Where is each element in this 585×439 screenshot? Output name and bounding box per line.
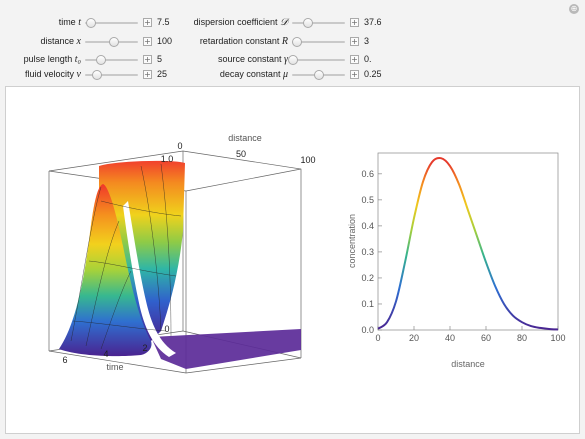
plot3d-surface-front [59, 184, 152, 357]
time-label: time [58, 17, 76, 27]
plot3d-time-tick-0: 6 [62, 355, 67, 365]
plot3d-time-tick-1: 4 [103, 349, 108, 359]
source-slider-thumb[interactable] [288, 55, 299, 65]
decay-symbol: μ [282, 69, 288, 80]
plot-panel: distance 0 50 100 1.0 0 6 4 2 time 0 20 40… [5, 86, 580, 434]
chart-y-tick-label: 0.4 [361, 221, 374, 231]
dispersion-expand-button[interactable]: + [350, 18, 359, 27]
decay-slider-thumb[interactable] [313, 70, 324, 80]
chart-x-tick-label: 40 [445, 333, 455, 343]
source-value: 0. [364, 54, 372, 64]
source-control: source constant γ + 0. [218, 53, 412, 67]
time-expand-button[interactable]: + [143, 18, 152, 27]
fluid-velocity-expand-button[interactable]: + [143, 70, 152, 79]
chart-frame [377, 152, 559, 331]
pulse-length-slider[interactable] [85, 55, 138, 65]
retardation-expand-button[interactable]: + [350, 37, 359, 46]
dispersion-slider-thumb[interactable] [302, 18, 313, 28]
chart-y-ticks: 0.0 0.1 0.2 0.3 0.4 0.5 0.6 [361, 169, 382, 335]
distance-control: distance x + 100 [41, 35, 205, 49]
plot3d-distance-tick-0: 0 [177, 141, 182, 151]
plot3d-mesh [70, 163, 182, 350]
retardation-value: 3 [364, 36, 370, 46]
retardation-label: retardation constant [199, 36, 280, 46]
decay-label: decay constant [219, 69, 281, 79]
chart-y-tick-label: 0.6 [361, 169, 374, 179]
distance-value: 100 [157, 36, 173, 46]
concentration-chart: 0 20 40 60 80 100 0.0 0.1 0.2 0.3 0.4 0.5 0.6 dista… [347, 152, 566, 369]
plot3d-distance-label: distance [228, 133, 262, 143]
fluid-velocity-control: fluid velocity v + 25 [25, 68, 205, 82]
decay-expand-button[interactable]: + [350, 70, 359, 79]
time-control: time t + 7.5 [59, 16, 205, 30]
fluid-velocity-slider-thumb[interactable] [91, 70, 102, 80]
time-symbol: t [78, 17, 81, 28]
distance-label: distance [40, 36, 75, 46]
time-slider-thumb[interactable] [86, 18, 97, 28]
pulse-length-label: pulse length [23, 54, 73, 64]
time-value: 7.5 [157, 17, 170, 27]
chart-y-tick-label: 0.2 [361, 273, 374, 283]
distance-symbol: x [76, 36, 81, 47]
dispersion-value: 37.6 [364, 17, 382, 27]
plot3d-time-tick-2: 2 [142, 343, 147, 353]
distance-slider-thumb[interactable] [109, 37, 120, 47]
pulse-length-expand-button[interactable]: + [143, 55, 152, 64]
plot3d-distance-tick-2: 100 [300, 155, 315, 165]
retardation-slider-thumb[interactable] [292, 37, 303, 47]
chart-y-tick-label: 0.5 [361, 195, 374, 205]
decay-value: 0.25 [364, 69, 382, 79]
chart-y-tick-label: 0.3 [361, 247, 374, 257]
chart-x-ticks: 0 20 40 60 80 100 [375, 326, 566, 343]
fluid-velocity-value: 25 [157, 69, 168, 79]
retardation-slider[interactable] [292, 37, 345, 47]
decay-slider[interactable] [292, 70, 345, 80]
distance-expand-button[interactable]: + [143, 37, 152, 46]
dispersion-symbol: 𝒟 [280, 17, 288, 28]
plot3d-time-label: time [106, 362, 123, 372]
chart-x-tick-label: 100 [550, 333, 565, 343]
decay-control: decay constant μ + 0.25 [220, 68, 412, 82]
distance-slider[interactable] [85, 37, 138, 47]
pulse-length-slider-thumb[interactable] [95, 55, 106, 65]
fluid-velocity-symbol: v [76, 69, 81, 80]
pulse-length-symbol: t₀ [74, 54, 81, 65]
chart-x-tick-label: 20 [409, 333, 419, 343]
concentration-curve [377, 156, 559, 331]
chart-x-tick-label: 80 [517, 333, 527, 343]
pulse-length-value: 5 [157, 54, 163, 64]
plot3d-distance-tick-1: 50 [236, 149, 246, 159]
plot3d-conc-tick-zero: 0 [164, 324, 169, 334]
chart-x-tick-label: 0 [375, 333, 380, 343]
time-slider[interactable] [85, 18, 138, 28]
dispersion-slider[interactable] [292, 18, 345, 28]
dispersion-control: dispersion coefficient 𝒟 + 37.6 [194, 16, 412, 30]
chart-y-tick-label: 0.0 [361, 325, 374, 335]
fluid-velocity-label: fluid velocity [25, 69, 75, 79]
source-slider[interactable] [288, 55, 345, 65]
chart-xlabel: distance [451, 359, 485, 369]
plot3d-conc-tick-top: 1.0 [161, 154, 174, 164]
source-expand-button[interactable]: + [350, 55, 359, 64]
fluid-velocity-slider[interactable] [85, 70, 138, 80]
chart-ylabel: concentration [347, 214, 357, 268]
retardation-control: retardation constant R + 3 [200, 35, 412, 49]
chart-x-tick-label: 60 [481, 333, 491, 343]
pulse-length-control: pulse length t₀ + 5 [24, 53, 205, 67]
retardation-symbol: R [281, 36, 288, 47]
source-label: source constant [217, 54, 282, 64]
reset-icon[interactable]: ⊕ [569, 4, 579, 14]
dispersion-label: dispersion coefficient [193, 17, 278, 27]
source-symbol: γ [284, 54, 288, 65]
plot3d-gap-band [123, 201, 176, 357]
plot3d-floor [151, 329, 301, 369]
chart-y-tick-label: 0.1 [361, 299, 374, 309]
